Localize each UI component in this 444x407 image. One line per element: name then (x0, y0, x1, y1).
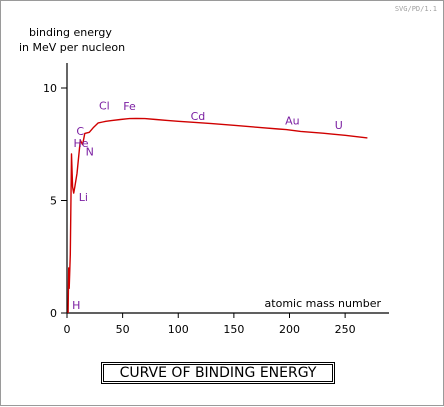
y-tick-label: 5 (50, 195, 57, 208)
chart-caption: CURVE OF BINDING ENERGY (101, 362, 335, 384)
x-tick-label: 150 (223, 323, 244, 336)
corner-tag: SVG/PD/1.1 (395, 5, 437, 13)
chart-marks (67, 117, 368, 314)
y-axis-label-line: in MeV per nucleon (19, 41, 125, 54)
element-label-li: Li (79, 191, 88, 204)
x-tick-label: 200 (279, 323, 300, 336)
y-tick-label: 10 (43, 82, 57, 95)
element-label-he: He (73, 137, 88, 150)
binding-energy-curve (67, 117, 368, 314)
x-tick-label: 250 (335, 323, 356, 336)
x-tick-label: 100 (168, 323, 189, 336)
element-label-fe: Fe (123, 100, 136, 113)
y-axis-label: binding energy in MeV per nucleon (19, 26, 125, 54)
element-label-au: Au (285, 115, 300, 128)
x-tick-label: 50 (116, 323, 130, 336)
element-label-cd: Cd (191, 110, 206, 123)
element-label-n: N (86, 146, 94, 159)
element-label-h: H (72, 299, 80, 312)
x-tick-label: 0 (64, 323, 71, 336)
y-tick-label: 0 (50, 307, 57, 320)
x-axis-label: atomic mass number (265, 297, 382, 310)
element-label-cl: Cl (99, 99, 110, 112)
y-axis-label-line: binding energy (29, 26, 112, 39)
element-label-c: C (76, 125, 84, 138)
element-label-u: U (335, 119, 343, 132)
